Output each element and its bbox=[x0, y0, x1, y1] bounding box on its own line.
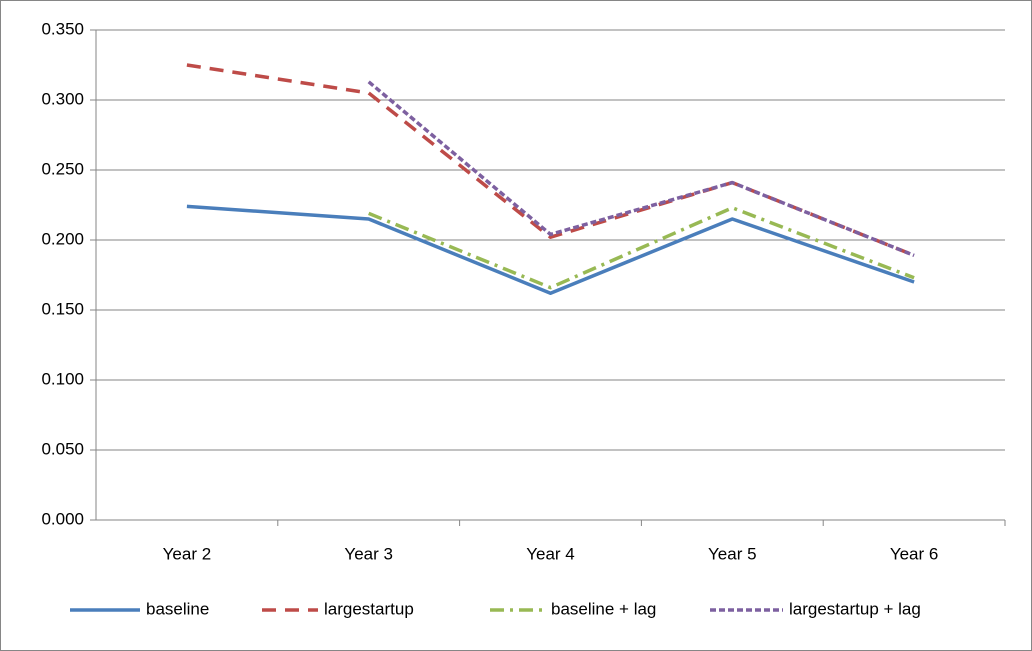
series-line bbox=[368, 206, 915, 290]
y-tick-label: 0.200 bbox=[41, 229, 84, 248]
y-tick-label: 0.250 bbox=[41, 159, 84, 178]
x-tick-label: Year 2 bbox=[163, 544, 212, 563]
x-tick-label: Year 6 bbox=[890, 544, 939, 563]
legend-label: baseline + lag bbox=[551, 599, 656, 618]
y-tick-label: 0.050 bbox=[41, 439, 84, 458]
series-line bbox=[186, 204, 915, 295]
x-tick-label: Year 4 bbox=[526, 544, 575, 563]
y-tick-label: 0.000 bbox=[41, 509, 84, 528]
y-tick-label: 0.300 bbox=[41, 89, 84, 108]
legend-label: largestartup bbox=[324, 599, 414, 618]
legend-label: largestartup + lag bbox=[789, 599, 921, 618]
y-tick-label: 0.350 bbox=[41, 19, 84, 38]
x-tick-label: Year 3 bbox=[344, 544, 393, 563]
y-tick-label: 0.100 bbox=[41, 369, 84, 388]
x-tick-label: Year 5 bbox=[708, 544, 757, 563]
series-line bbox=[367, 80, 915, 258]
y-tick-label: 0.150 bbox=[41, 299, 84, 318]
legend-label: baseline bbox=[146, 599, 209, 618]
